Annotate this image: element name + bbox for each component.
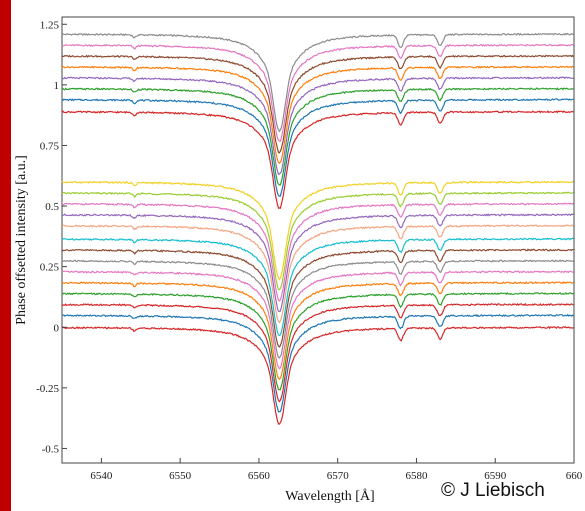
series-layer [61,32,574,425]
y-tick-label: 0.75 [40,140,60,152]
spectrum-series-19 [61,292,574,391]
spectrum-series-12 [61,213,574,313]
x-tick-label: 660 [566,470,583,482]
x-tick-label: 6590 [484,470,507,482]
spectrum-series-8 [61,110,574,209]
spectrum-series-3 [61,54,574,154]
copyright-credit: © J Liebisch [441,480,545,501]
spectrum-series-15 [61,248,574,348]
spectrum-series-4 [61,65,574,165]
spectrum-series-11 [61,202,574,302]
x-axis-title: Wavelength [Å] [285,488,374,504]
x-tick-label: 6550 [169,470,192,482]
spectrum-series-5 [61,76,574,176]
y-tick-label: -0.5 [42,443,60,455]
spectrum-series-18 [61,281,574,380]
x-tick-label: 6560 [248,470,271,482]
spectrum-series-22 [61,326,574,425]
y-tick-label: 0.25 [40,262,60,274]
spectrum-series-16 [61,259,574,359]
spectrum-series-14 [62,237,574,337]
spectrum-series-7 [61,98,574,197]
y-tick-label: 1 [54,80,60,92]
x-tick-label: 6570 [327,470,350,482]
spectrum-series-2 [62,43,574,142]
spectrum-series-6 [61,87,574,186]
y-tick-label: 0 [54,322,60,334]
x-tick-label: 6580 [405,470,428,482]
spectrum-series-21 [61,313,574,413]
y-tick-label: 0.5 [45,201,59,213]
red-side-bar [0,0,11,511]
y-axis-title: Phase offsetted intensity [a.u.] [14,155,29,325]
y-tick-label: 1.25 [40,19,60,31]
x-tick-label: 6540 [90,470,113,482]
ticks-layer: 6540 6550 6560 6570 6580 6590 660 -0.5 -0.25 0 0.2… [36,19,583,482]
plot-frame [61,16,575,464]
spectrum-series-20 [61,302,574,403]
spectrum-series-17 [61,270,574,370]
y-tick-label: -0.25 [36,383,59,395]
spectrum-series-9 [61,180,574,281]
spectrum-series-13 [61,224,574,324]
spectrum-series-10 [61,191,574,291]
spectrum-series-1 [61,32,574,133]
